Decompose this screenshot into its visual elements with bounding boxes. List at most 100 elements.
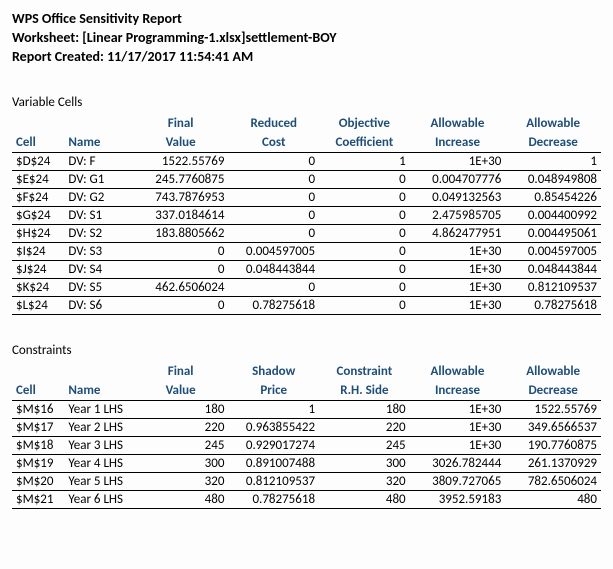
cell-final: 300 (133, 454, 229, 472)
cell-inc: 0.049132563 (410, 188, 506, 206)
cell-inc: 3026.782444 (410, 454, 506, 472)
cell-inc: 3952.59183 (410, 490, 506, 508)
cell-name: DV: S1 (64, 206, 132, 224)
cell-reduced: 0.004597005 (228, 242, 319, 260)
cell-cell: $M$16 (12, 400, 64, 418)
cell-reduced: 0 (228, 170, 319, 188)
cell-dec: 261.1370929 (505, 454, 601, 472)
cell-cell: $L$24 (12, 296, 64, 314)
cell-name: Year 5 LHS (64, 472, 132, 490)
cell-inc: 1E+30 (410, 436, 506, 454)
cell-final: 0 (133, 296, 229, 314)
cell-inc: 4.862477951 (410, 224, 506, 242)
cell-inc: 1E+30 (410, 400, 506, 418)
table-row: $G$24DV: S1337.0184614002.4759857050.004… (12, 206, 601, 224)
cell-inc: 3809.727065 (410, 472, 506, 490)
col-rhs: Constraint (319, 362, 410, 381)
col-inc: Allowable (410, 362, 506, 381)
cell-name: Year 3 LHS (64, 436, 132, 454)
col-final: Final (133, 362, 229, 381)
cell-name: Year 1 LHS (64, 400, 132, 418)
table-row: $F$24DV: G2743.7876953000.0491325630.854… (12, 188, 601, 206)
cell-dec: 0.048443844 (505, 260, 601, 278)
cell-shadow: 0.929017274 (228, 436, 319, 454)
cell-dec: 0.004597005 (505, 242, 601, 260)
cell-cell: $M$18 (12, 436, 64, 454)
table-row: $H$24DV: S2183.8805662004.8624779510.004… (12, 224, 601, 242)
cell-obj: 0 (319, 188, 410, 206)
cell-final: 320 (133, 472, 229, 490)
col-cell: Cell (12, 133, 64, 153)
cell-final: 245.7760875 (133, 170, 229, 188)
cell-final: 220 (133, 418, 229, 436)
cell-name: Year 4 LHS (64, 454, 132, 472)
col-dec: Allowable (505, 362, 601, 381)
cell-obj: 0 (319, 170, 410, 188)
cell-name: DV: S4 (64, 260, 132, 278)
cell-obj: 0 (319, 242, 410, 260)
cell-inc: 0.004707776 (410, 170, 506, 188)
cell-inc: 1E+30 (410, 242, 506, 260)
cell-cell: $M$19 (12, 454, 64, 472)
table-row: $J$24DV: S400.04844384401E+300.048443844 (12, 260, 601, 278)
cell-final: 1522.55769 (133, 152, 229, 170)
cell-rhs: 180 (319, 400, 410, 418)
cell-cell: $E$24 (12, 170, 64, 188)
cell-name: Year 2 LHS (64, 418, 132, 436)
cell-shadow: 0.963855422 (228, 418, 319, 436)
cell-dec: 0.004400992 (505, 206, 601, 224)
cell-reduced: 0 (228, 278, 319, 296)
cell-dec: 782.6506024 (505, 472, 601, 490)
cell-rhs: 480 (319, 490, 410, 508)
cell-rhs: 300 (319, 454, 410, 472)
cell-reduced: 0 (228, 152, 319, 170)
cell-dec: 0.048949808 (505, 170, 601, 188)
col-reduced: Reduced (228, 114, 319, 133)
cell-cell: $F$24 (12, 188, 64, 206)
cell-cell: $M$17 (12, 418, 64, 436)
cell-final: 0 (133, 242, 229, 260)
cell-final: 462.6506024 (133, 278, 229, 296)
table-row: $M$16Year 1 LHS18011801E+301522.55769 (12, 400, 601, 418)
cell-shadow: 0.891007488 (228, 454, 319, 472)
table-row: $K$24DV: S5462.6506024001E+300.812109537 (12, 278, 601, 296)
cell-dec: 0.812109537 (505, 278, 601, 296)
cell-inc: 1E+30 (410, 278, 506, 296)
cell-name: DV: G1 (64, 170, 132, 188)
cell-final: 743.7876953 (133, 188, 229, 206)
variable-cells-body: $D$24DV: F1522.55769011E+301$E$24DV: G12… (12, 152, 601, 314)
report-title: WPS Office Sensitivity Report (12, 10, 601, 29)
cell-obj: 0 (319, 206, 410, 224)
cell-reduced: 0.78275618 (228, 296, 319, 314)
cell-dec: 190.7760875 (505, 436, 601, 454)
table-row: $L$24DV: S600.7827561801E+300.78275618 (12, 296, 601, 314)
cell-reduced: 0 (228, 224, 319, 242)
table-row: $M$20Year 5 LHS3200.8121095373203809.727… (12, 472, 601, 490)
col-name: Name (64, 133, 132, 153)
cell-name: DV: G2 (64, 188, 132, 206)
cell-obj: 0 (319, 224, 410, 242)
cell-inc: 1E+30 (410, 418, 506, 436)
cell-dec: 0.78275618 (505, 296, 601, 314)
cell-obj: 1 (319, 152, 410, 170)
cell-final: 0 (133, 260, 229, 278)
cell-obj: 0 (319, 296, 410, 314)
table-row: $D$24DV: F1522.55769011E+301 (12, 152, 601, 170)
col-name: Name (64, 381, 132, 401)
cell-name: DV: S6 (64, 296, 132, 314)
cell-final: 337.0184614 (133, 206, 229, 224)
cell-rhs: 245 (319, 436, 410, 454)
variable-cells-table: Final Reduced Objective Allowable Allowa… (12, 114, 601, 315)
cell-cell: $I$24 (12, 242, 64, 260)
cell-shadow: 0.812109537 (228, 472, 319, 490)
constraints-title: Constraints (12, 343, 601, 358)
cell-obj: 0 (319, 278, 410, 296)
constraints-table: Final Shadow Constraint Allowable Allowa… (12, 362, 601, 509)
col-inc: Allowable (410, 114, 506, 133)
table-row: $M$17Year 2 LHS2200.9638554222201E+30349… (12, 418, 601, 436)
cell-name: DV: F (64, 152, 132, 170)
cell-dec: 349.6566537 (505, 418, 601, 436)
cell-shadow: 0.78275618 (228, 490, 319, 508)
cell-dec: 1522.55769 (505, 400, 601, 418)
cell-obj: 0 (319, 260, 410, 278)
